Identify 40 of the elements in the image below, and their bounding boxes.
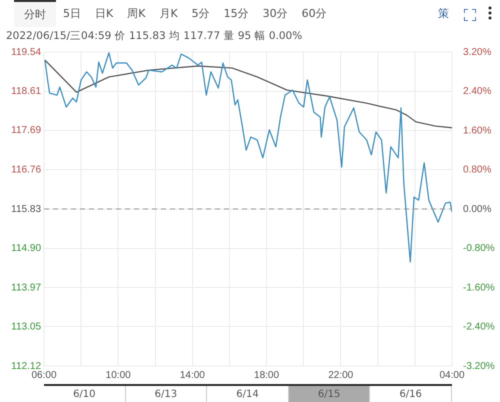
- text: 5分: [190, 6, 211, 20]
- text: 策: [437, 6, 450, 20]
- y-tick-label: 117.69: [11, 125, 42, 136]
- text: 周K: [126, 6, 146, 20]
- y-tick-label: 113.97: [11, 282, 42, 294]
- y2-tick-label: 2.40%: [463, 86, 492, 97]
- y-tick-label: 116.76: [11, 164, 42, 176]
- text: 6/10: [44, 386, 126, 402]
- y2-tick-label: 0.80%: [463, 164, 492, 176]
- text: 60分: [300, 6, 328, 20]
- text: 分时: [14, 0, 56, 26]
- x-tick-label: 18:00: [254, 370, 280, 381]
- y-tick-label: 118.61: [11, 86, 42, 98]
- y2-tick-label: -3.20%: [463, 360, 495, 372]
- text: 月K: [158, 6, 179, 20]
- x-tick-label: 10:00: [106, 370, 132, 381]
- y2-tick-label: 3.20%: [463, 46, 492, 58]
- y-tick-label: 119.54: [11, 46, 42, 58]
- text: 6/15: [288, 386, 370, 402]
- y-tick-label: 112.12: [11, 360, 42, 372]
- text: 日K: [94, 6, 114, 20]
- text: 6/14: [207, 386, 289, 402]
- y2-tick-label: -2.40%: [463, 322, 495, 332]
- text: 5日: [62, 6, 82, 20]
- y2-tick-label: -0.80%: [463, 243, 495, 254]
- y2-tick-label: -1.60%: [463, 282, 495, 294]
- text: 15分: [222, 6, 250, 20]
- y-tick-label: 114.90: [11, 243, 42, 254]
- text: 6/13: [126, 386, 208, 402]
- chart-title: 2022/06/15/三04:59 价 115.83 均 117.77 量 95 幅 0.00%: [6, 29, 302, 43]
- x-tick-label: 14:00: [180, 370, 206, 381]
- x-tick-label: 22:00: [328, 370, 354, 381]
- x-tick-label: 04:00: [439, 370, 465, 381]
- text: 30分: [262, 6, 289, 20]
- y2-tick-label: 1.60%: [463, 125, 492, 136]
- y-tick-label: 113.05: [11, 321, 42, 332]
- y2-tick-label: 0.00%: [463, 204, 492, 215]
- text: 6/16: [370, 386, 452, 402]
- x-tick-label: 06:00: [31, 370, 57, 381]
- y-tick-label: 115.83: [11, 204, 42, 215]
